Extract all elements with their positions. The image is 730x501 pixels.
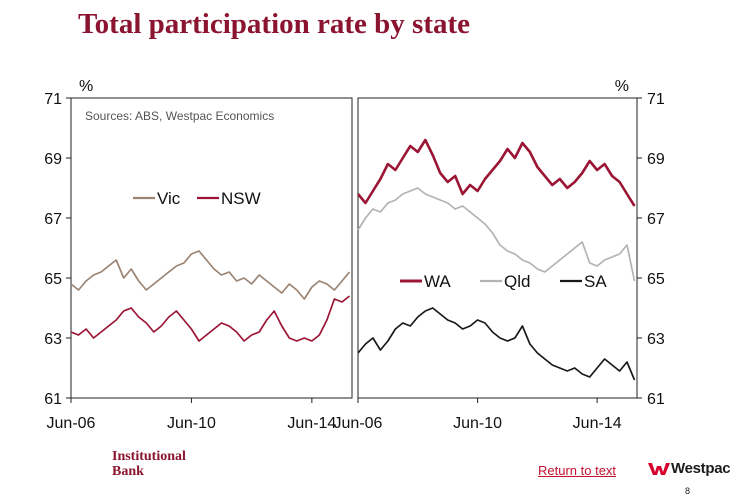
x-tick-label: Jun-10 xyxy=(453,415,502,432)
westpac-logo: Westpac xyxy=(648,460,730,477)
plot-frame-2 xyxy=(357,97,638,399)
y-tick-label: 67 xyxy=(44,211,62,228)
y-tick-label: 65 xyxy=(647,271,665,288)
legend-label-qld: Qld xyxy=(504,272,530,291)
westpac-wordmark: Westpac xyxy=(671,460,730,477)
series-line-nsw xyxy=(70,295,351,342)
page-number: 8 xyxy=(685,486,691,496)
y-tick-label: 61 xyxy=(44,391,62,408)
institutional-bank-logo: Institutional Bank xyxy=(112,449,186,479)
brand-line-1: Institutional xyxy=(112,449,186,464)
x-tick-label: Jun-14 xyxy=(287,415,336,432)
x-tick-label: Jun-14 xyxy=(573,415,622,432)
y-tick-label: 61 xyxy=(647,391,665,408)
y-tick-label: 71 xyxy=(44,91,62,108)
y-tick-label: 63 xyxy=(44,331,62,348)
series-line-sa xyxy=(357,307,636,381)
x-tick-label: Jun-06 xyxy=(47,415,96,432)
westpac-w-icon xyxy=(648,462,670,475)
series-line-qld xyxy=(357,187,636,282)
page-title: Total participation rate by state xyxy=(78,8,471,40)
x-tick-label: Jun-10 xyxy=(167,415,216,432)
return-to-text-link[interactable]: Return to text xyxy=(538,463,617,478)
legend-label-vic: Vic xyxy=(157,189,181,208)
legend-label-sa: SA xyxy=(584,272,607,291)
y-tick-label: 69 xyxy=(44,151,62,168)
source-note: Sources: ABS, Westpac Economics xyxy=(85,109,274,123)
y-tick-label: 67 xyxy=(647,211,665,228)
plot-frame-1 xyxy=(70,97,353,399)
unit-label: % xyxy=(615,78,629,95)
unit-label: % xyxy=(79,78,93,95)
y-tick-label: 63 xyxy=(647,331,665,348)
y-tick-label: 65 xyxy=(44,271,62,288)
series-line-wa xyxy=(357,138,636,207)
x-tick-label: Jun-06 xyxy=(334,415,383,432)
y-tick-label: 71 xyxy=(647,91,665,108)
legend-label-nsw: NSW xyxy=(221,189,261,208)
series-line-vic xyxy=(70,250,351,300)
legend-label-wa: WA xyxy=(424,272,451,291)
brand-line-2: Bank xyxy=(112,464,144,479)
y-tick-label: 69 xyxy=(647,151,665,168)
